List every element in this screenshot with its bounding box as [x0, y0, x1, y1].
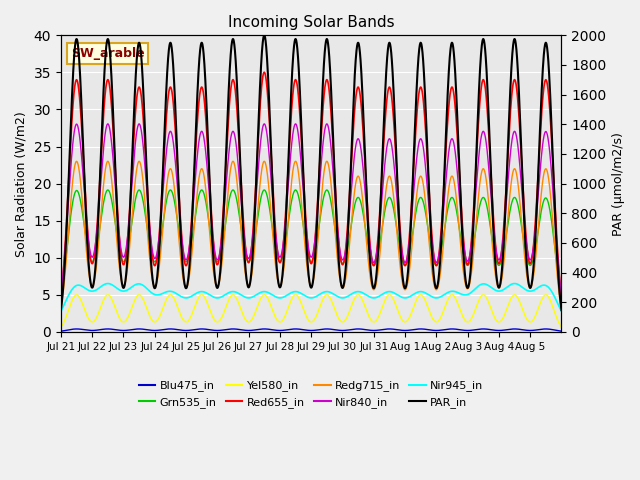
PAR_in: [375, 233, 383, 239]
Grn535_in: [57, 294, 65, 300]
Red655_in: [375, 221, 383, 227]
Line: Yel580_in: Yel580_in: [61, 295, 561, 327]
Redg715_in: [557, 307, 565, 313]
Redg715_in: [104, 158, 112, 164]
Yel580_in: [419, 294, 427, 300]
Nir840_in: [104, 121, 112, 127]
Redg715_in: [481, 170, 489, 176]
Yel580_in: [552, 313, 560, 319]
PAR_in: [481, 47, 489, 52]
Line: Nir945_in: Nir945_in: [61, 284, 561, 312]
Nir945_in: [375, 293, 383, 299]
Yel580_in: [481, 293, 489, 299]
Yel580_in: [375, 312, 383, 318]
Nir945_in: [552, 297, 560, 303]
Y-axis label: PAR (μmol/m2/s): PAR (μmol/m2/s): [612, 132, 625, 236]
PAR_in: [552, 232, 560, 238]
Blu475_in: [419, 326, 427, 332]
Nir945_in: [160, 290, 168, 296]
Nir945_in: [419, 289, 427, 295]
Blu475_in: [160, 327, 168, 333]
Nir945_in: [57, 309, 65, 314]
Yel580_in: [557, 324, 565, 330]
Line: Redg715_in: Redg715_in: [61, 161, 561, 310]
Redg715_in: [57, 306, 65, 312]
Red655_in: [451, 102, 459, 108]
Red655_in: [481, 84, 489, 89]
Blu475_in: [57, 328, 65, 334]
Nir840_in: [160, 182, 168, 188]
Nir840_in: [481, 133, 489, 139]
Line: Red655_in: Red655_in: [61, 72, 561, 298]
PAR_in: [159, 156, 167, 162]
Title: Incoming Solar Bands: Incoming Solar Bands: [228, 15, 394, 30]
Y-axis label: Solar Radiation (W/m2): Solar Radiation (W/m2): [15, 111, 28, 256]
Nir840_in: [375, 229, 383, 235]
Red655_in: [159, 163, 167, 169]
Yel580_in: [104, 292, 112, 298]
PAR_in: [451, 68, 459, 73]
Nir945_in: [104, 281, 112, 287]
Line: Grn535_in: Grn535_in: [61, 190, 561, 299]
Yel580_in: [451, 295, 459, 300]
Grn535_in: [104, 187, 112, 193]
Nir945_in: [481, 281, 489, 287]
Nir945_in: [451, 289, 459, 295]
Grn535_in: [419, 199, 427, 204]
Redg715_in: [160, 216, 168, 222]
Blu475_in: [451, 326, 459, 332]
Line: PAR_in: PAR_in: [61, 36, 561, 310]
Redg715_in: [375, 260, 383, 266]
Red655_in: [552, 221, 560, 227]
Legend: Blu475_in, Grn535_in, Yel580_in, Red655_in, Redg715_in, Nir840_in, Nir945_in, PA: Blu475_in, Grn535_in, Yel580_in, Red655_…: [134, 376, 488, 412]
Blu475_in: [375, 327, 383, 333]
PAR_in: [57, 307, 65, 312]
Nir945_in: [557, 309, 565, 314]
Blu475_in: [557, 328, 565, 334]
Grn535_in: [557, 296, 565, 301]
PAR_in: [557, 307, 565, 313]
Grn535_in: [552, 255, 560, 261]
Grn535_in: [160, 216, 168, 222]
Yel580_in: [57, 324, 65, 330]
Red655_in: [260, 70, 268, 75]
Blu475_in: [481, 326, 489, 332]
PAR_in: [419, 58, 427, 63]
Red655_in: [57, 295, 65, 300]
Line: Nir840_in: Nir840_in: [61, 124, 561, 296]
Grn535_in: [375, 245, 383, 251]
Nir840_in: [557, 293, 565, 299]
Redg715_in: [552, 259, 560, 265]
Line: Blu475_in: Blu475_in: [61, 329, 561, 331]
Nir840_in: [552, 232, 560, 238]
Yel580_in: [160, 303, 168, 309]
Blu475_in: [552, 327, 560, 333]
PAR_in: [260, 33, 268, 38]
Text: SW_arable: SW_arable: [71, 47, 145, 60]
Grn535_in: [481, 197, 489, 203]
Nir840_in: [451, 148, 459, 154]
Nir840_in: [57, 292, 65, 298]
Blu475_in: [104, 326, 112, 332]
Grn535_in: [451, 201, 459, 207]
Nir840_in: [419, 144, 427, 149]
Redg715_in: [419, 180, 427, 186]
Red655_in: [419, 96, 427, 102]
Redg715_in: [451, 185, 459, 191]
Red655_in: [557, 295, 565, 300]
